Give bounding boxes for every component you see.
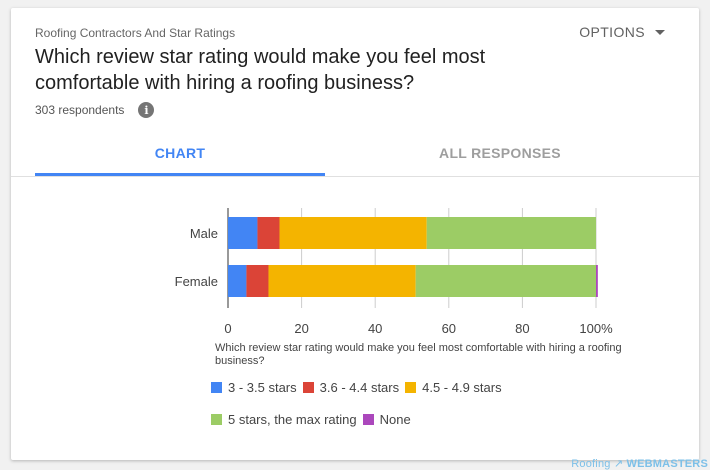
chart-legend: 3 - 3.5 stars 3.6 - 4.4 stars 4.5 - 4.9 … [211,377,591,429]
question-title: Which review star rating would make you … [35,46,486,94]
legend-label: 3 - 3.5 stars [228,379,297,395]
x-tick-label: 20 [294,321,308,336]
legend-swatch [302,381,314,393]
legend-title: Which review star rating would make you … [215,342,622,367]
bar-segment [228,265,247,297]
legend-swatch [362,413,374,425]
bar-segment [279,217,427,249]
x-tick-label: 100% [579,321,613,336]
legend-label: 3.6 - 4.4 stars [319,379,400,395]
options-label: OPTIONS [579,24,645,40]
legend-swatch [405,381,417,393]
options-menu[interactable]: OPTIONS [579,24,665,40]
x-tick-label: 60 [442,321,456,336]
caret-down-icon [655,29,665,35]
bar-segment [228,217,258,249]
bar-segment [246,265,269,297]
logo-part-2: WEBMASTERS [626,458,708,470]
category-label: Male [190,226,218,241]
respondents-count-row: 303 respondents i [35,102,155,118]
legend-item-3.6-4.4-stars[interactable]: 3.6 - 4.4 stars [302,379,400,395]
legend-row: 5 stars, the max rating None [211,409,591,429]
bar-segment [268,265,416,297]
x-tick-label: 40 [368,321,382,336]
legend-swatch [211,381,222,393]
legend-label: None [379,411,411,427]
info-icon[interactable]: i [138,102,155,118]
bar-segment [426,217,596,249]
legend-item-4.5-4.9-stars[interactable]: 4.5 - 4.9 stars [405,379,502,395]
bar-segment [415,265,596,297]
tab-all-responses[interactable]: ALL RESPONSES [439,145,561,161]
logo-part-1: Roofing [571,458,611,470]
category-label: Female [175,274,218,289]
x-tick-label: 0 [224,321,231,336]
legend-item-none[interactable]: None [362,411,411,427]
legend-item-3-3.5-stars[interactable]: 3 - 3.5 stars [211,380,297,395]
logo-arrow-icon: ↗ [613,458,624,470]
roofing-webmasters-logo: Roofing ↗ WEBMASTERS [571,457,708,470]
survey-title: Roofing Contractors And Star Ratings [35,26,236,40]
legend-swatch [211,413,222,425]
tab-bar: CHART ALL RESPONSES [11,133,699,177]
tab-chart[interactable]: CHART [35,133,325,176]
bar-segment [257,217,280,249]
legend-label: 4.5 - 4.9 stars [422,379,502,395]
x-tick-label: 80 [515,321,529,336]
legend-item-5-stars[interactable]: 5 stars, the max rating [211,412,357,427]
legend-row: 3 - 3.5 stars 3.6 - 4.4 stars 4.5 - 4.9 … [211,377,591,397]
bar-segment [596,265,598,297]
respondents-count: 303 respondents [35,103,125,117]
legend-label: 5 stars, the max rating [228,411,357,427]
